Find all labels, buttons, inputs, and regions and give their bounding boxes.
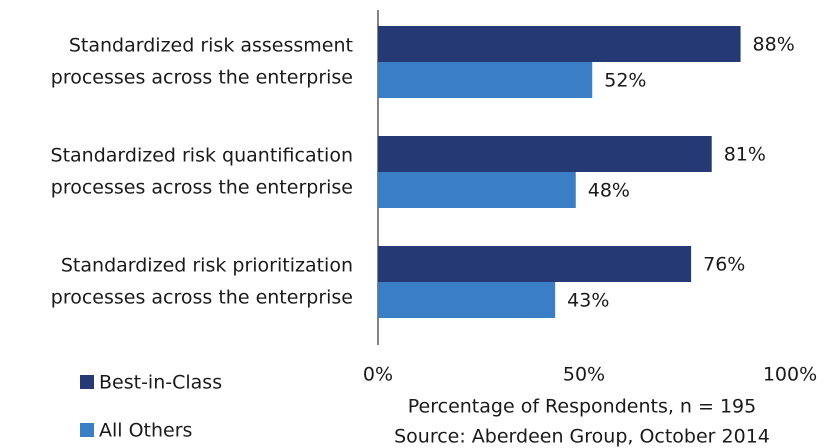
category-label: processes across the enterprise — [51, 67, 353, 89]
category-label: processes across the enterprise — [51, 287, 353, 309]
bar — [378, 282, 556, 318]
bar — [378, 246, 692, 282]
x-tick-label: 0% — [363, 364, 393, 386]
value-label: 48% — [588, 180, 630, 202]
x-tick-label: 50% — [563, 364, 605, 386]
value-label: 81% — [724, 144, 766, 166]
legend-swatch — [80, 375, 94, 389]
x-tick-label: 100% — [763, 364, 817, 386]
bar — [378, 26, 741, 62]
category-label: Standardized risk prioritization — [61, 255, 353, 277]
legend-label: Best-in-Class — [99, 372, 222, 394]
value-label: 88% — [753, 34, 795, 56]
value-label: 76% — [703, 254, 745, 276]
bar — [378, 136, 712, 172]
value-label: 43% — [567, 290, 609, 312]
category-label: Standardized risk assessment — [69, 35, 353, 57]
bar — [378, 172, 576, 208]
source-note: Source: Aberdeen Group, October 2014 — [394, 426, 770, 448]
category-label: processes across the enterprise — [51, 177, 353, 199]
category-label: Standardized risk quantification — [51, 145, 353, 167]
bar — [378, 62, 593, 98]
x-axis-title: Percentage of Respondents, n = 195 — [408, 396, 756, 418]
legend-swatch — [80, 423, 94, 437]
value-label: 52% — [604, 70, 646, 92]
legend-label: All Others — [99, 420, 192, 442]
